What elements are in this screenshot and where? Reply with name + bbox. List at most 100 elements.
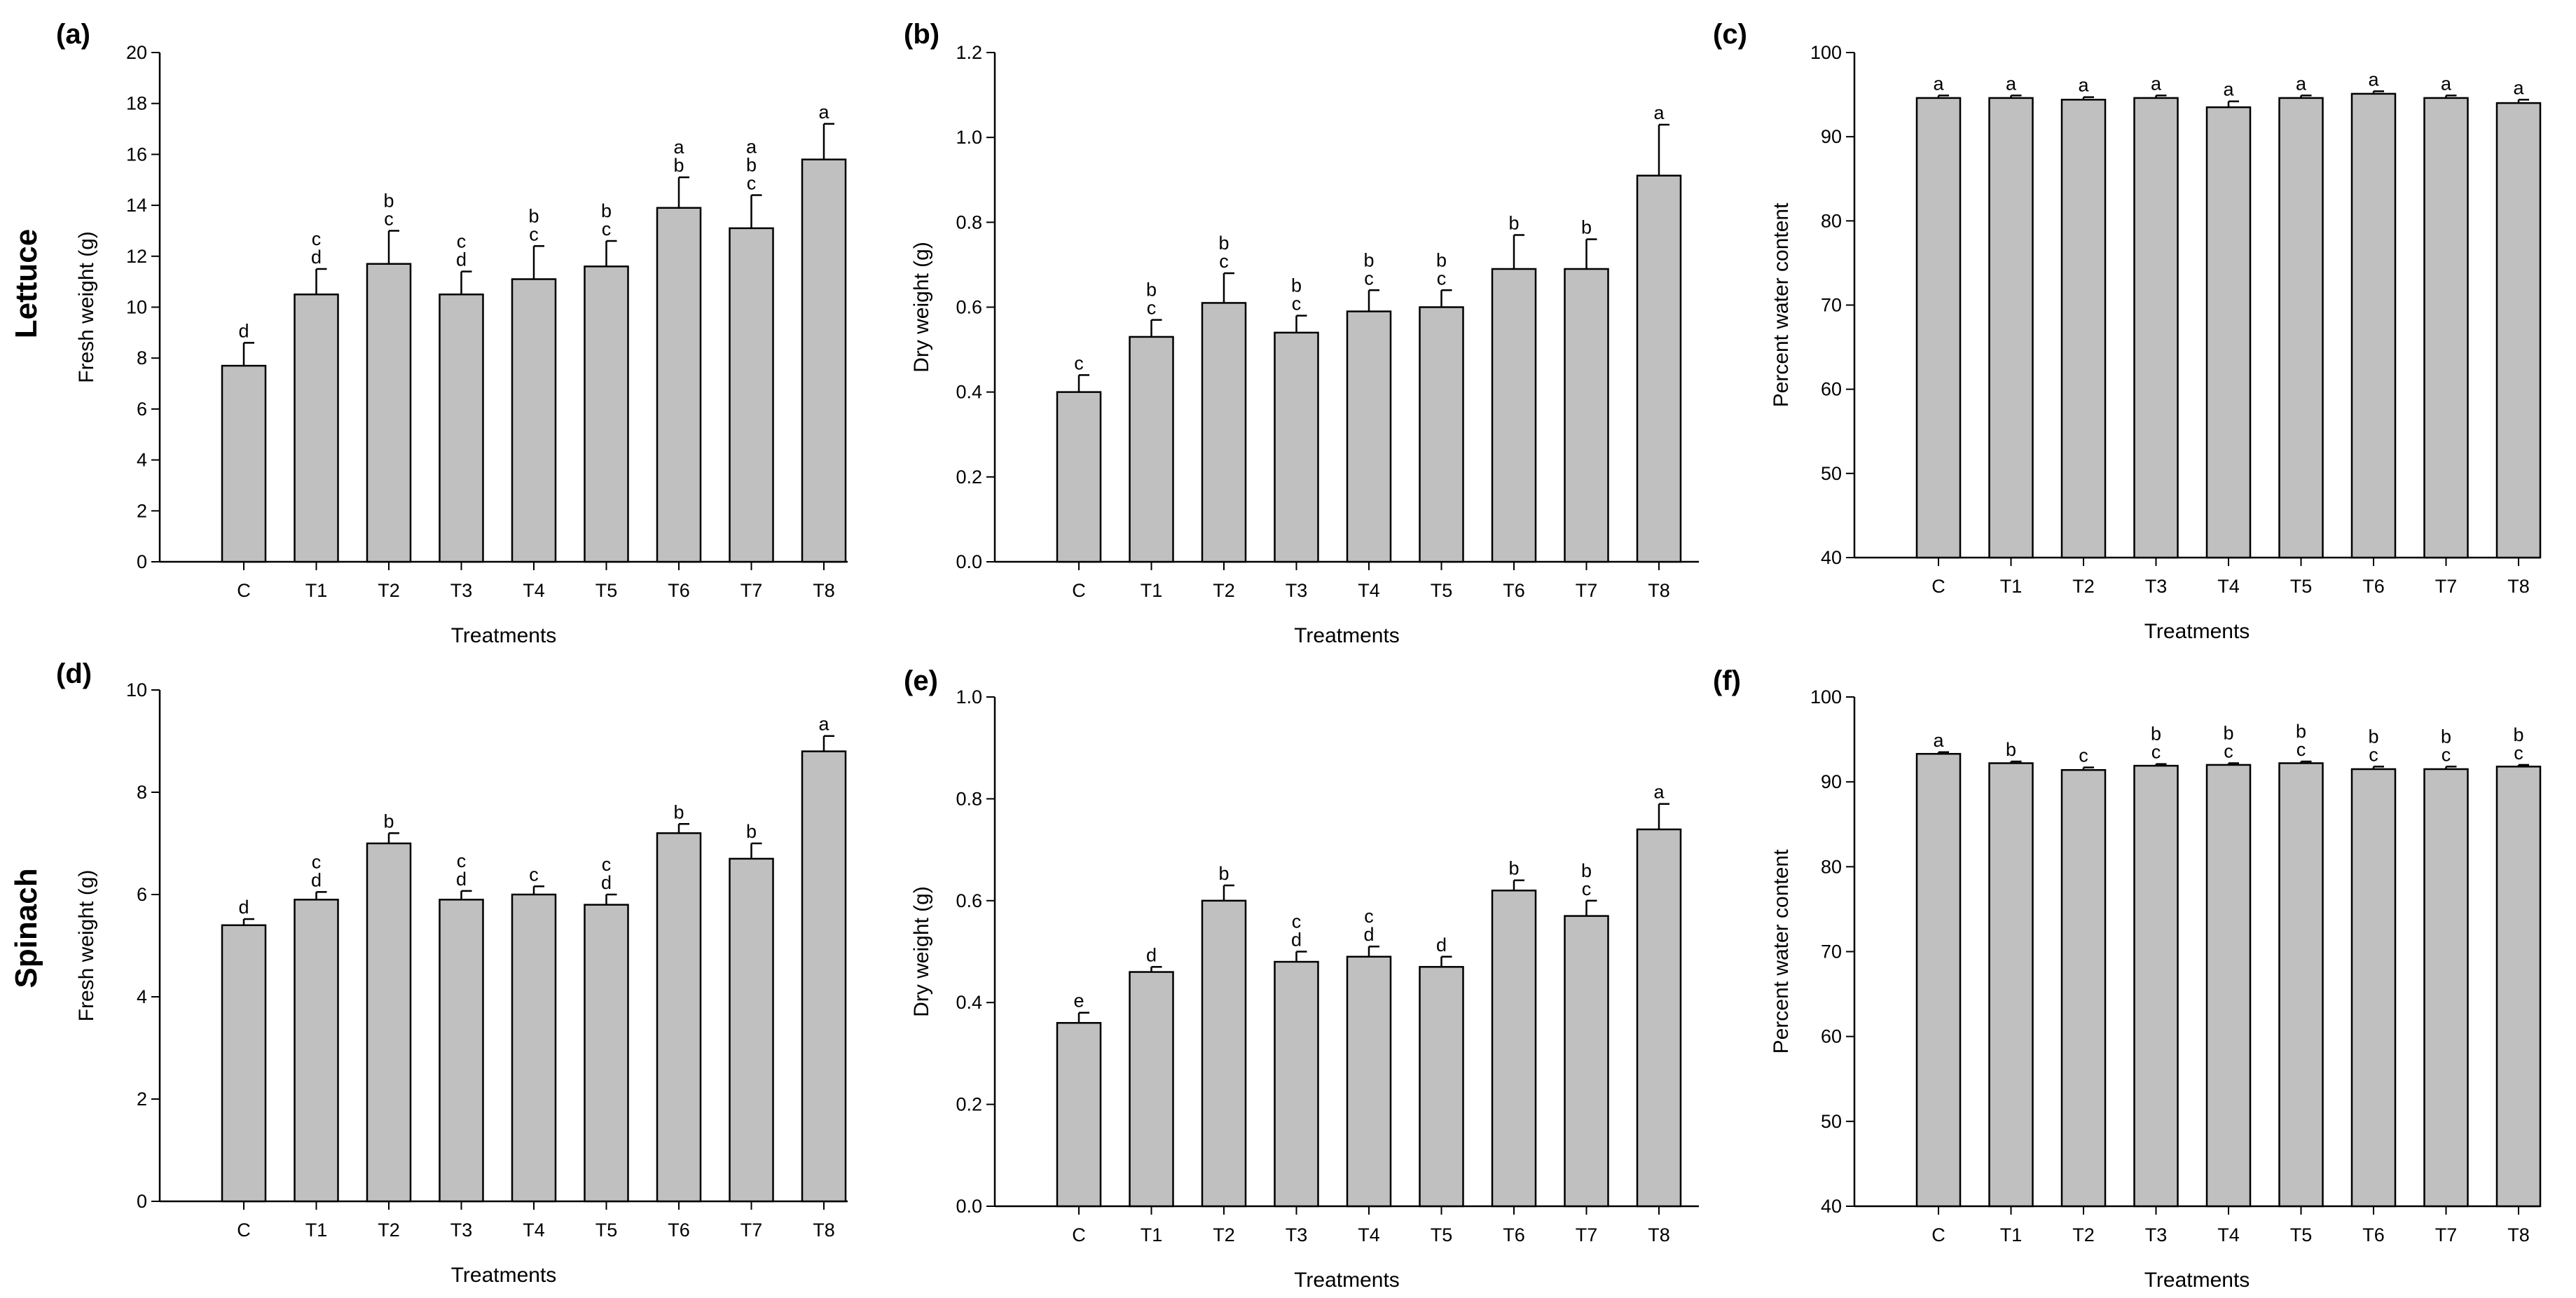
significance-letter: b <box>2006 739 2016 760</box>
bar <box>656 832 702 1203</box>
y-tick-label: 40 <box>1821 547 1842 568</box>
significance-letter: c <box>2079 745 2088 766</box>
significance-letter: b <box>1581 217 1592 238</box>
significance-letter: d <box>1436 934 1447 955</box>
row-label-spinach: Spinach <box>9 868 43 988</box>
significance-letter: b <box>2223 723 2233 744</box>
significance-letter: d <box>601 872 612 893</box>
bar <box>2133 97 2179 559</box>
bar <box>1274 960 1319 1208</box>
significance-letter: b <box>1291 275 1302 296</box>
bar <box>1201 899 1247 1208</box>
significance-letter: b <box>1218 863 1229 884</box>
significance-letter: c <box>529 864 539 885</box>
y-tick-label: 1.0 <box>956 686 982 707</box>
y-tick-label: 0.6 <box>956 890 982 911</box>
x-tick-label: C <box>1931 1224 1945 1245</box>
x-tick-label: T3 <box>1286 1224 1308 1245</box>
significance-letter: d <box>1146 944 1157 965</box>
bar <box>584 265 629 563</box>
bar <box>2423 97 2469 559</box>
significance-letter: c <box>312 228 322 249</box>
bar <box>2495 766 2542 1208</box>
y-tick-label: 20 <box>126 42 147 63</box>
bar <box>2060 99 2107 559</box>
bar <box>1564 915 1609 1208</box>
bar <box>1988 97 2034 559</box>
y-tick-label: 0.2 <box>956 1094 982 1115</box>
significance-letter: a <box>2441 73 2452 94</box>
panel-label: (b) <box>904 19 939 50</box>
bar <box>221 364 267 563</box>
x-tick-label: T3 <box>2145 576 2168 597</box>
y-tick-label: 0.6 <box>956 297 982 318</box>
x-tick-label: T6 <box>668 1220 690 1241</box>
significance-letter: b <box>746 821 757 842</box>
x-tick-label: T6 <box>2362 576 2385 597</box>
bar <box>2423 768 2469 1208</box>
significance-letter: c <box>529 223 539 244</box>
x-axis-title: Treatments <box>451 624 557 647</box>
panel-label: (f) <box>1713 665 1741 696</box>
chart-panel: (c) 40 50 60 70 80 90 100 Percent water content T… <box>1713 19 2542 643</box>
x-tick-label: T7 <box>1576 580 1598 601</box>
bar <box>2350 768 2397 1208</box>
chart-panel: (a) 0 2 4 6 8 10 12 14 16 18 20 Fresh weight (g) Trea… <box>56 19 848 647</box>
significance-letter: a <box>1933 730 1944 751</box>
x-tick-label: T4 <box>523 1220 545 1241</box>
y-tick-label: 50 <box>1821 1111 1842 1132</box>
significance-letter: b <box>746 155 757 176</box>
x-tick-label: T8 <box>813 1220 835 1241</box>
y-tick-label: 4 <box>137 450 147 471</box>
y-tick-label: 0.8 <box>956 212 982 233</box>
x-tick-label: T5 <box>1431 580 1453 601</box>
x-axis-title: Treatments <box>2144 1269 2250 1292</box>
x-tick-label: T2 <box>378 580 400 601</box>
significance-letter: a <box>2223 79 2234 100</box>
x-tick-label: T7 <box>2435 1224 2458 1245</box>
x-tick-label: T5 <box>1431 1224 1453 1245</box>
significance-letter: a <box>2006 73 2017 94</box>
x-tick-label: T4 <box>1358 1224 1380 1245</box>
significance-letter: c <box>1437 268 1447 289</box>
bar <box>1915 752 1962 1208</box>
significance-letter: e <box>1073 990 1084 1012</box>
bar <box>1274 331 1319 563</box>
significance-letter: c <box>2296 739 2306 760</box>
significance-letter: a <box>746 137 757 158</box>
x-tick-label: T3 <box>450 580 473 601</box>
y-tick-label: 90 <box>1821 771 1842 792</box>
bar <box>729 227 774 563</box>
x-tick-label: T4 <box>2217 576 2240 597</box>
chart-panel: (e) 0.0 0.2 0.4 0.6 0.8 1.0 Dry weight (g) Treat… <box>904 665 1699 1292</box>
bar <box>366 263 412 563</box>
bar <box>1988 762 2034 1208</box>
x-tick-label: C <box>1072 1224 1086 1245</box>
significance-letter: c <box>1582 878 1592 899</box>
significance-letter: c <box>1364 906 1374 927</box>
significance-letter: b <box>1218 233 1229 254</box>
x-tick-label: T4 <box>2217 1224 2240 1245</box>
bar <box>1419 966 1464 1208</box>
y-tick-label: 0 <box>137 1191 147 1212</box>
bar <box>1056 1022 1102 1208</box>
y-tick-label: 1.2 <box>956 42 982 63</box>
significance-letter: a <box>1933 73 1944 94</box>
significance-letter: c <box>1292 911 1302 932</box>
y-tick-label: 90 <box>1821 126 1842 147</box>
x-tick-label: T6 <box>1503 580 1525 601</box>
bar <box>294 899 339 1203</box>
significance-letter: d <box>1291 930 1302 951</box>
significance-letter: b <box>383 810 394 831</box>
significance-letter: b <box>1581 860 1592 881</box>
y-tick-label: 10 <box>126 679 147 700</box>
significance-letter: a <box>2368 69 2379 90</box>
bar <box>221 924 267 1203</box>
significance-letter: c <box>2151 742 2161 763</box>
x-tick-label: T7 <box>1576 1224 1598 1245</box>
x-tick-label: C <box>237 1220 251 1241</box>
significance-letter: b <box>1508 213 1519 234</box>
bar <box>1491 268 1537 563</box>
x-tick-label: T5 <box>2290 1224 2313 1245</box>
y-tick-label: 2 <box>137 1089 147 1110</box>
